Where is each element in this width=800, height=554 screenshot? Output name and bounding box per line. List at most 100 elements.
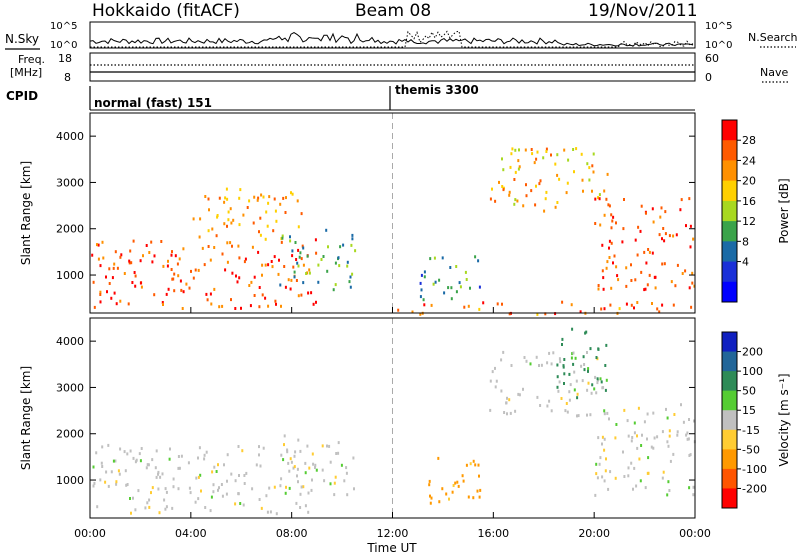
scatter-cell [562,365,565,369]
scatter-cell [218,486,220,490]
scatter-cell [477,259,480,263]
scatter-cell [286,448,289,452]
scatter-cell [352,456,355,460]
scatter-cell [680,403,682,407]
scatter-cell [282,458,285,462]
scatter-cell [258,286,261,289]
scatter-cell [155,475,158,479]
scatter-cell [280,304,282,308]
scatter-cell [168,457,171,461]
scatter-cell [691,271,694,275]
scatter-cell [666,440,669,444]
scatter-cell [99,478,102,482]
colorbar-swatch [722,371,737,392]
scatter-cell [317,263,320,267]
scatter-cell [597,436,600,440]
scatter-cell [243,482,246,485]
scatter-cell [283,434,286,438]
scatter-cell [274,299,277,303]
colorbar-swatch [722,488,737,509]
scatter-cell [558,177,561,181]
scatter-cell [234,479,237,483]
colorbar-tick-label: 8 [742,235,749,248]
scatter-cell [514,148,517,152]
scatter-cell [297,294,300,298]
scatter-cell [535,355,538,359]
scatter-cell [238,223,241,227]
scatter-cell [544,312,547,316]
scatter-cell [583,363,586,366]
scatter-cell [675,233,678,237]
scatter-cell [291,249,294,253]
scatter-cell [305,272,308,275]
scatter-cell [162,264,165,268]
scatter-cell [590,391,593,395]
scatter-cell [632,487,634,491]
scatter-cell [648,273,651,277]
scatter-cell [514,170,517,174]
colorbar-swatch [722,120,737,141]
scatter-cell [601,475,604,479]
scatter-cell [690,305,693,309]
scatter-cell [104,480,107,484]
scatter-cell [503,411,506,414]
scatter-cell [489,408,492,412]
scatter-cell [275,302,277,306]
scatter-cell [609,470,612,474]
scatter-cell [299,506,302,509]
scatter-cell [517,159,520,163]
scatter-cell [576,396,579,400]
scatter-cell [598,462,601,466]
scatter-cell [296,467,299,471]
nsky-frame [89,21,696,49]
scatter-cell [684,269,687,273]
scatter-cell [297,248,300,252]
scatter-cell [603,213,606,217]
scatter-cell [297,264,300,268]
scatter-cell [300,485,303,489]
scatter-cell [591,164,594,168]
scatter-cell [572,351,575,355]
scatter-cell [693,284,696,288]
scatter-cell [147,463,150,467]
scatter-cell [554,312,557,316]
scatter-cell [461,474,464,478]
scatter-cell [610,286,613,290]
scatter-cell [225,492,228,496]
scatter-cell [561,337,564,341]
scatter-cell [172,485,175,489]
scatter-cell [96,243,98,247]
scatter-cell [115,480,118,484]
scatter-cell [204,195,207,198]
scatter-cell [180,454,183,458]
scatter-cell [220,483,223,486]
scatter-cell [667,444,670,448]
colorbar-tick-label: -200 [742,482,767,495]
scatter-cell [591,383,594,387]
colorbar-tick-label: 16 [742,195,756,208]
scatter-cell [165,292,168,296]
colorbar-frame [721,119,738,303]
scatter-cell [530,148,533,151]
scatter-cell [438,500,441,504]
scatter-cell [539,404,542,407]
scatter-cell [221,494,224,498]
scatter-cell [583,368,586,372]
scatter-cell [603,412,606,416]
scatter-region-5 [594,403,696,497]
scatter-cell [308,268,311,272]
scatter-cell [351,272,354,276]
scatter-cell [223,463,225,467]
scatter-cell [281,236,284,240]
scatter-cell [139,459,142,463]
scatter-cell [248,199,251,203]
scatter-cell [563,382,565,385]
scatter-cell [603,307,606,311]
scatter-cell [482,301,485,305]
scatter-cell [603,448,606,452]
scatter-cell [203,453,206,457]
scatter-cell [133,271,136,274]
scatter-cell [221,252,224,256]
scatter-cell [505,401,508,405]
